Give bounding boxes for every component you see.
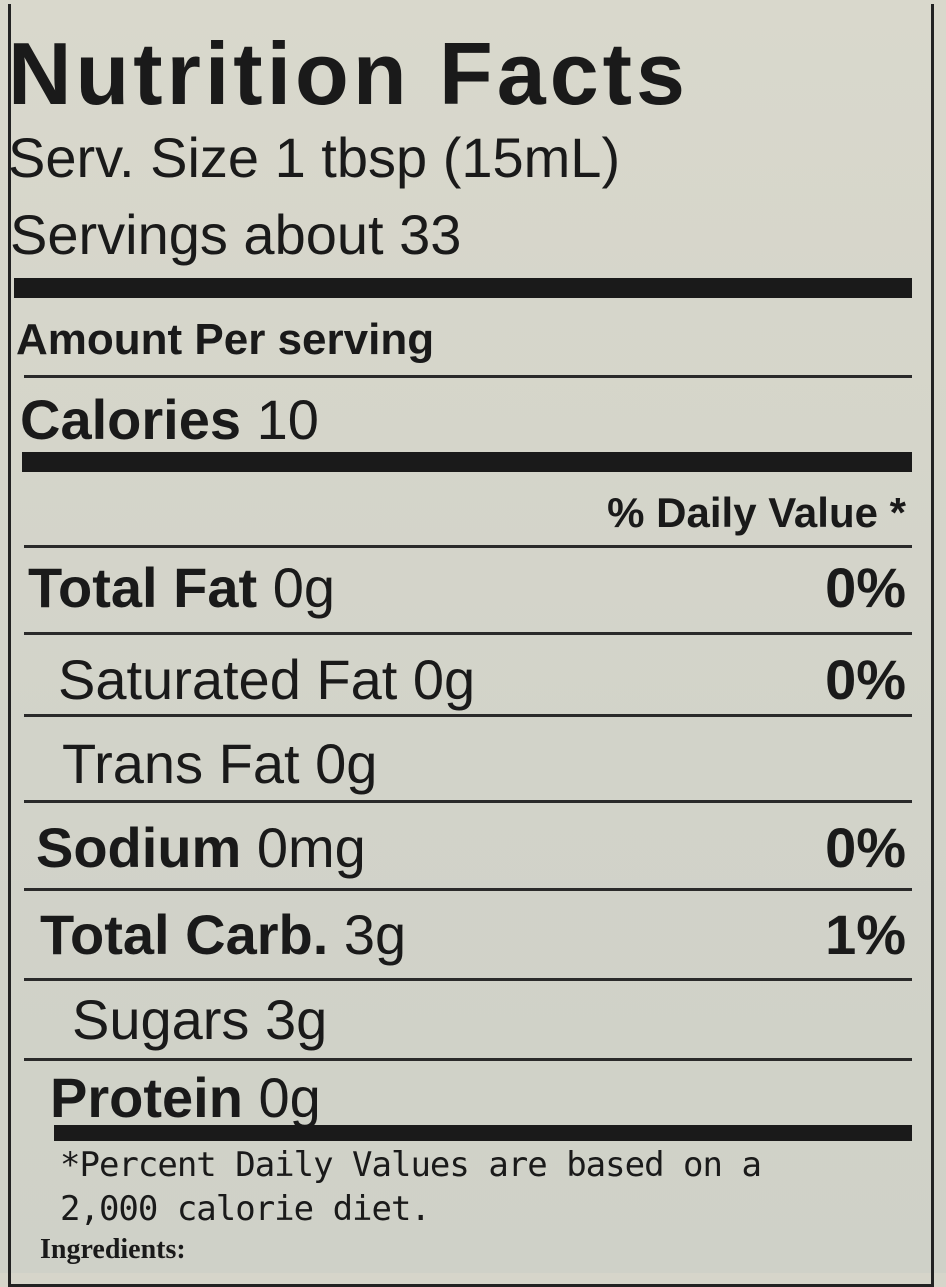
nutrient-row: Sugars 3g <box>72 990 906 1050</box>
calories-label: Calories <box>20 388 241 451</box>
rule <box>24 888 912 891</box>
nutrient-dv: 0% <box>825 556 906 619</box>
nutrient-amount: 3g <box>265 988 328 1051</box>
rule <box>24 978 912 981</box>
nutrient-name: Saturated Fat <box>58 648 398 711</box>
thick-rule <box>54 1125 912 1141</box>
title: Nutrition Facts <box>8 24 689 123</box>
dv-heading: % Daily Value * <box>607 489 906 536</box>
nutrient-amount: 3g <box>343 903 407 966</box>
rule <box>24 375 912 378</box>
calories-amount: 10 <box>256 388 319 451</box>
serving-size: Serv. Size 1 tbsp (15mL) <box>8 126 621 189</box>
nutrient-amount: 0g <box>315 732 378 795</box>
rule <box>24 800 912 803</box>
footnote-line: *Percent Daily Values are based on a <box>60 1145 762 1185</box>
rule <box>24 545 912 548</box>
nutrient-row: Total Fat 0g 0% <box>28 558 906 618</box>
nutrient-dv: 1% <box>825 903 906 966</box>
nutrient-name: Sugars <box>72 988 250 1051</box>
nutrient-dv: 0% <box>825 648 906 711</box>
calories: Calories 10 <box>20 392 319 448</box>
nutrient-amount: 0g <box>412 648 476 711</box>
thick-rule <box>14 278 912 298</box>
nutrient-row: Saturated Fat 0g 0% <box>58 650 906 710</box>
nutrient-name: Trans Fat <box>62 732 300 795</box>
nutrient-name: Total Carb. <box>40 903 329 966</box>
amount-per: Amount Per serving <box>16 315 435 364</box>
nutrient-amount: 0mg <box>256 816 366 879</box>
nutrient-row: Sodium 0mg 0% <box>36 818 906 878</box>
thick-rule <box>22 452 912 472</box>
nutrient-row: Protein 0g <box>50 1068 906 1128</box>
nutrient-name: Total Fat <box>28 556 258 619</box>
nutrient-name: Sodium <box>36 816 242 879</box>
nutrient-dv: 0% <box>825 816 906 879</box>
nutrient-row: Total Carb. 3g 1% <box>40 905 906 965</box>
servings: Servings about 33 <box>10 203 462 266</box>
footnote-line: 2,000 calorie diet. <box>60 1189 431 1229</box>
rule <box>24 632 912 635</box>
rule <box>24 714 912 717</box>
ingredients: Ingredients: <box>40 1234 186 1265</box>
nutrient-name: Protein <box>50 1066 243 1129</box>
nutrient-amount: 0g <box>272 556 336 619</box>
rule <box>24 1058 912 1061</box>
nutrient-row: Trans Fat 0g <box>62 734 906 794</box>
nutrient-amount: 0g <box>258 1066 321 1129</box>
